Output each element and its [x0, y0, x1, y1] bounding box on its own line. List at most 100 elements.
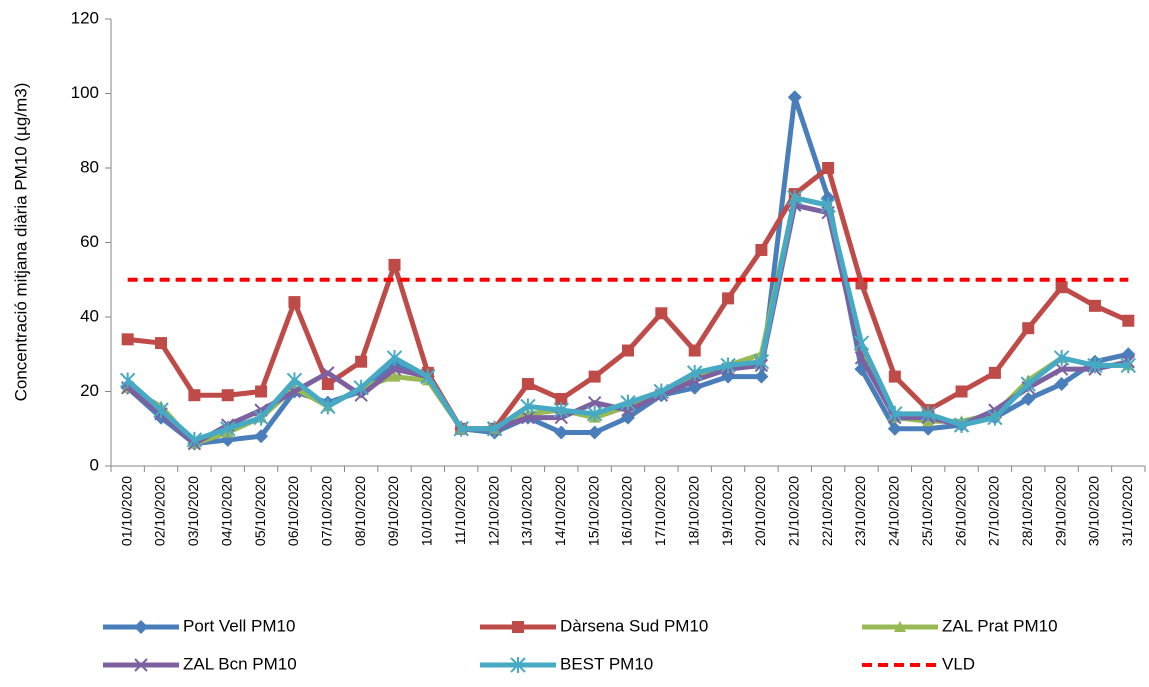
x-tick-label: 01/10/2020 — [118, 476, 134, 546]
legend-label: Port Vell PM10 — [183, 616, 295, 635]
marker — [1087, 357, 1103, 374]
marker — [188, 389, 201, 402]
x-tick-label: 04/10/2020 — [218, 476, 234, 546]
marker — [134, 620, 148, 634]
marker — [119, 372, 136, 389]
marker — [286, 372, 303, 389]
marker — [453, 420, 469, 437]
x-tick-label: 21/10/2020 — [785, 476, 801, 546]
marker — [888, 370, 901, 383]
y-tick-label: 40 — [80, 306, 99, 325]
marker — [787, 189, 803, 206]
marker — [1054, 362, 1069, 376]
marker — [586, 405, 603, 422]
marker — [254, 429, 269, 444]
marker — [288, 296, 301, 309]
marker — [620, 394, 636, 411]
x-tick-label: 17/10/2020 — [652, 476, 668, 546]
y-axis-label: Concentració mitjana diària PM10 (µg/m3) — [11, 83, 30, 402]
x-tick-label: 10/10/2020 — [419, 476, 435, 546]
marker — [755, 243, 768, 256]
marker — [134, 658, 148, 672]
marker — [1021, 391, 1036, 406]
marker — [754, 369, 769, 384]
x-tick-label: 31/10/2020 — [1119, 476, 1135, 546]
x-tick-label: 06/10/2020 — [285, 476, 301, 546]
marker — [153, 402, 169, 419]
marker — [722, 292, 735, 305]
marker — [587, 395, 602, 410]
x-tick-label: 12/10/2020 — [485, 476, 501, 546]
legend-label: BEST PM10 — [560, 654, 653, 673]
y-tick-label: 0 — [90, 455, 99, 474]
marker — [512, 621, 524, 633]
marker — [822, 162, 835, 174]
x-tick-label: 14/10/2020 — [552, 476, 568, 546]
y-tick-label: 100 — [71, 83, 99, 102]
x-tick-label: 30/10/2020 — [1086, 476, 1102, 546]
x-tick-label: 09/10/2020 — [385, 476, 401, 546]
y-tick-label: 120 — [71, 8, 99, 27]
x-tick-label: 02/10/2020 — [152, 476, 168, 546]
marker — [155, 337, 168, 350]
series-line — [127, 165, 1130, 432]
marker — [320, 398, 336, 415]
x-tick-label: 29/10/2020 — [1052, 476, 1068, 546]
x-tick-label: 11/10/2020 — [452, 476, 468, 545]
x-tick-label: 26/10/2020 — [952, 476, 968, 546]
marker — [588, 370, 601, 383]
marker — [388, 370, 401, 382]
marker — [221, 389, 234, 402]
marker — [121, 333, 134, 346]
marker — [255, 385, 268, 398]
marker — [521, 410, 535, 425]
legend-label: Dàrsena Sud PM10 — [560, 616, 708, 635]
marker — [420, 368, 436, 385]
marker — [887, 405, 903, 422]
legend-label: ZAL Prat PM10 — [942, 616, 1058, 635]
marker — [920, 405, 936, 422]
marker — [1054, 377, 1069, 392]
marker — [1022, 322, 1035, 335]
x-tick-label: 24/10/2020 — [886, 476, 902, 546]
marker — [687, 364, 703, 381]
marker — [555, 392, 568, 405]
marker — [520, 398, 536, 415]
marker — [388, 258, 401, 271]
marker — [521, 378, 534, 391]
marker — [553, 402, 569, 419]
x-tick-label: 08/10/2020 — [352, 476, 368, 546]
marker — [953, 417, 970, 434]
legend-label: ZAL Bcn PM10 — [183, 654, 297, 673]
marker — [1122, 314, 1135, 327]
x-tick-label: 13/10/2020 — [519, 476, 535, 546]
marker — [894, 621, 906, 632]
marker — [1088, 299, 1101, 312]
marker — [787, 90, 802, 105]
x-tick-label: 25/10/2020 — [919, 476, 935, 546]
x-tick-label: 15/10/2020 — [585, 476, 601, 546]
marker — [321, 378, 334, 391]
marker — [887, 421, 902, 436]
marker — [486, 420, 503, 437]
marker — [1020, 376, 1036, 393]
marker — [355, 355, 368, 368]
x-tick-label: 22/10/2020 — [819, 476, 835, 546]
marker — [653, 383, 670, 400]
marker — [253, 409, 269, 426]
x-tick-label: 19/10/2020 — [719, 476, 735, 546]
x-tick-label: 23/10/2020 — [852, 476, 868, 546]
x-tick-label: 28/10/2020 — [1019, 476, 1035, 546]
marker — [688, 344, 701, 357]
marker — [220, 420, 236, 437]
marker — [554, 425, 569, 440]
x-tick-label: 07/10/2020 — [319, 476, 335, 546]
marker — [386, 349, 403, 366]
legend-label: VLD — [942, 654, 975, 673]
marker — [510, 657, 526, 673]
marker — [1055, 281, 1068, 294]
x-tick-label: 20/10/2020 — [752, 476, 768, 546]
marker — [720, 357, 736, 374]
x-tick-label: 18/10/2020 — [685, 476, 701, 546]
marker — [955, 385, 968, 398]
